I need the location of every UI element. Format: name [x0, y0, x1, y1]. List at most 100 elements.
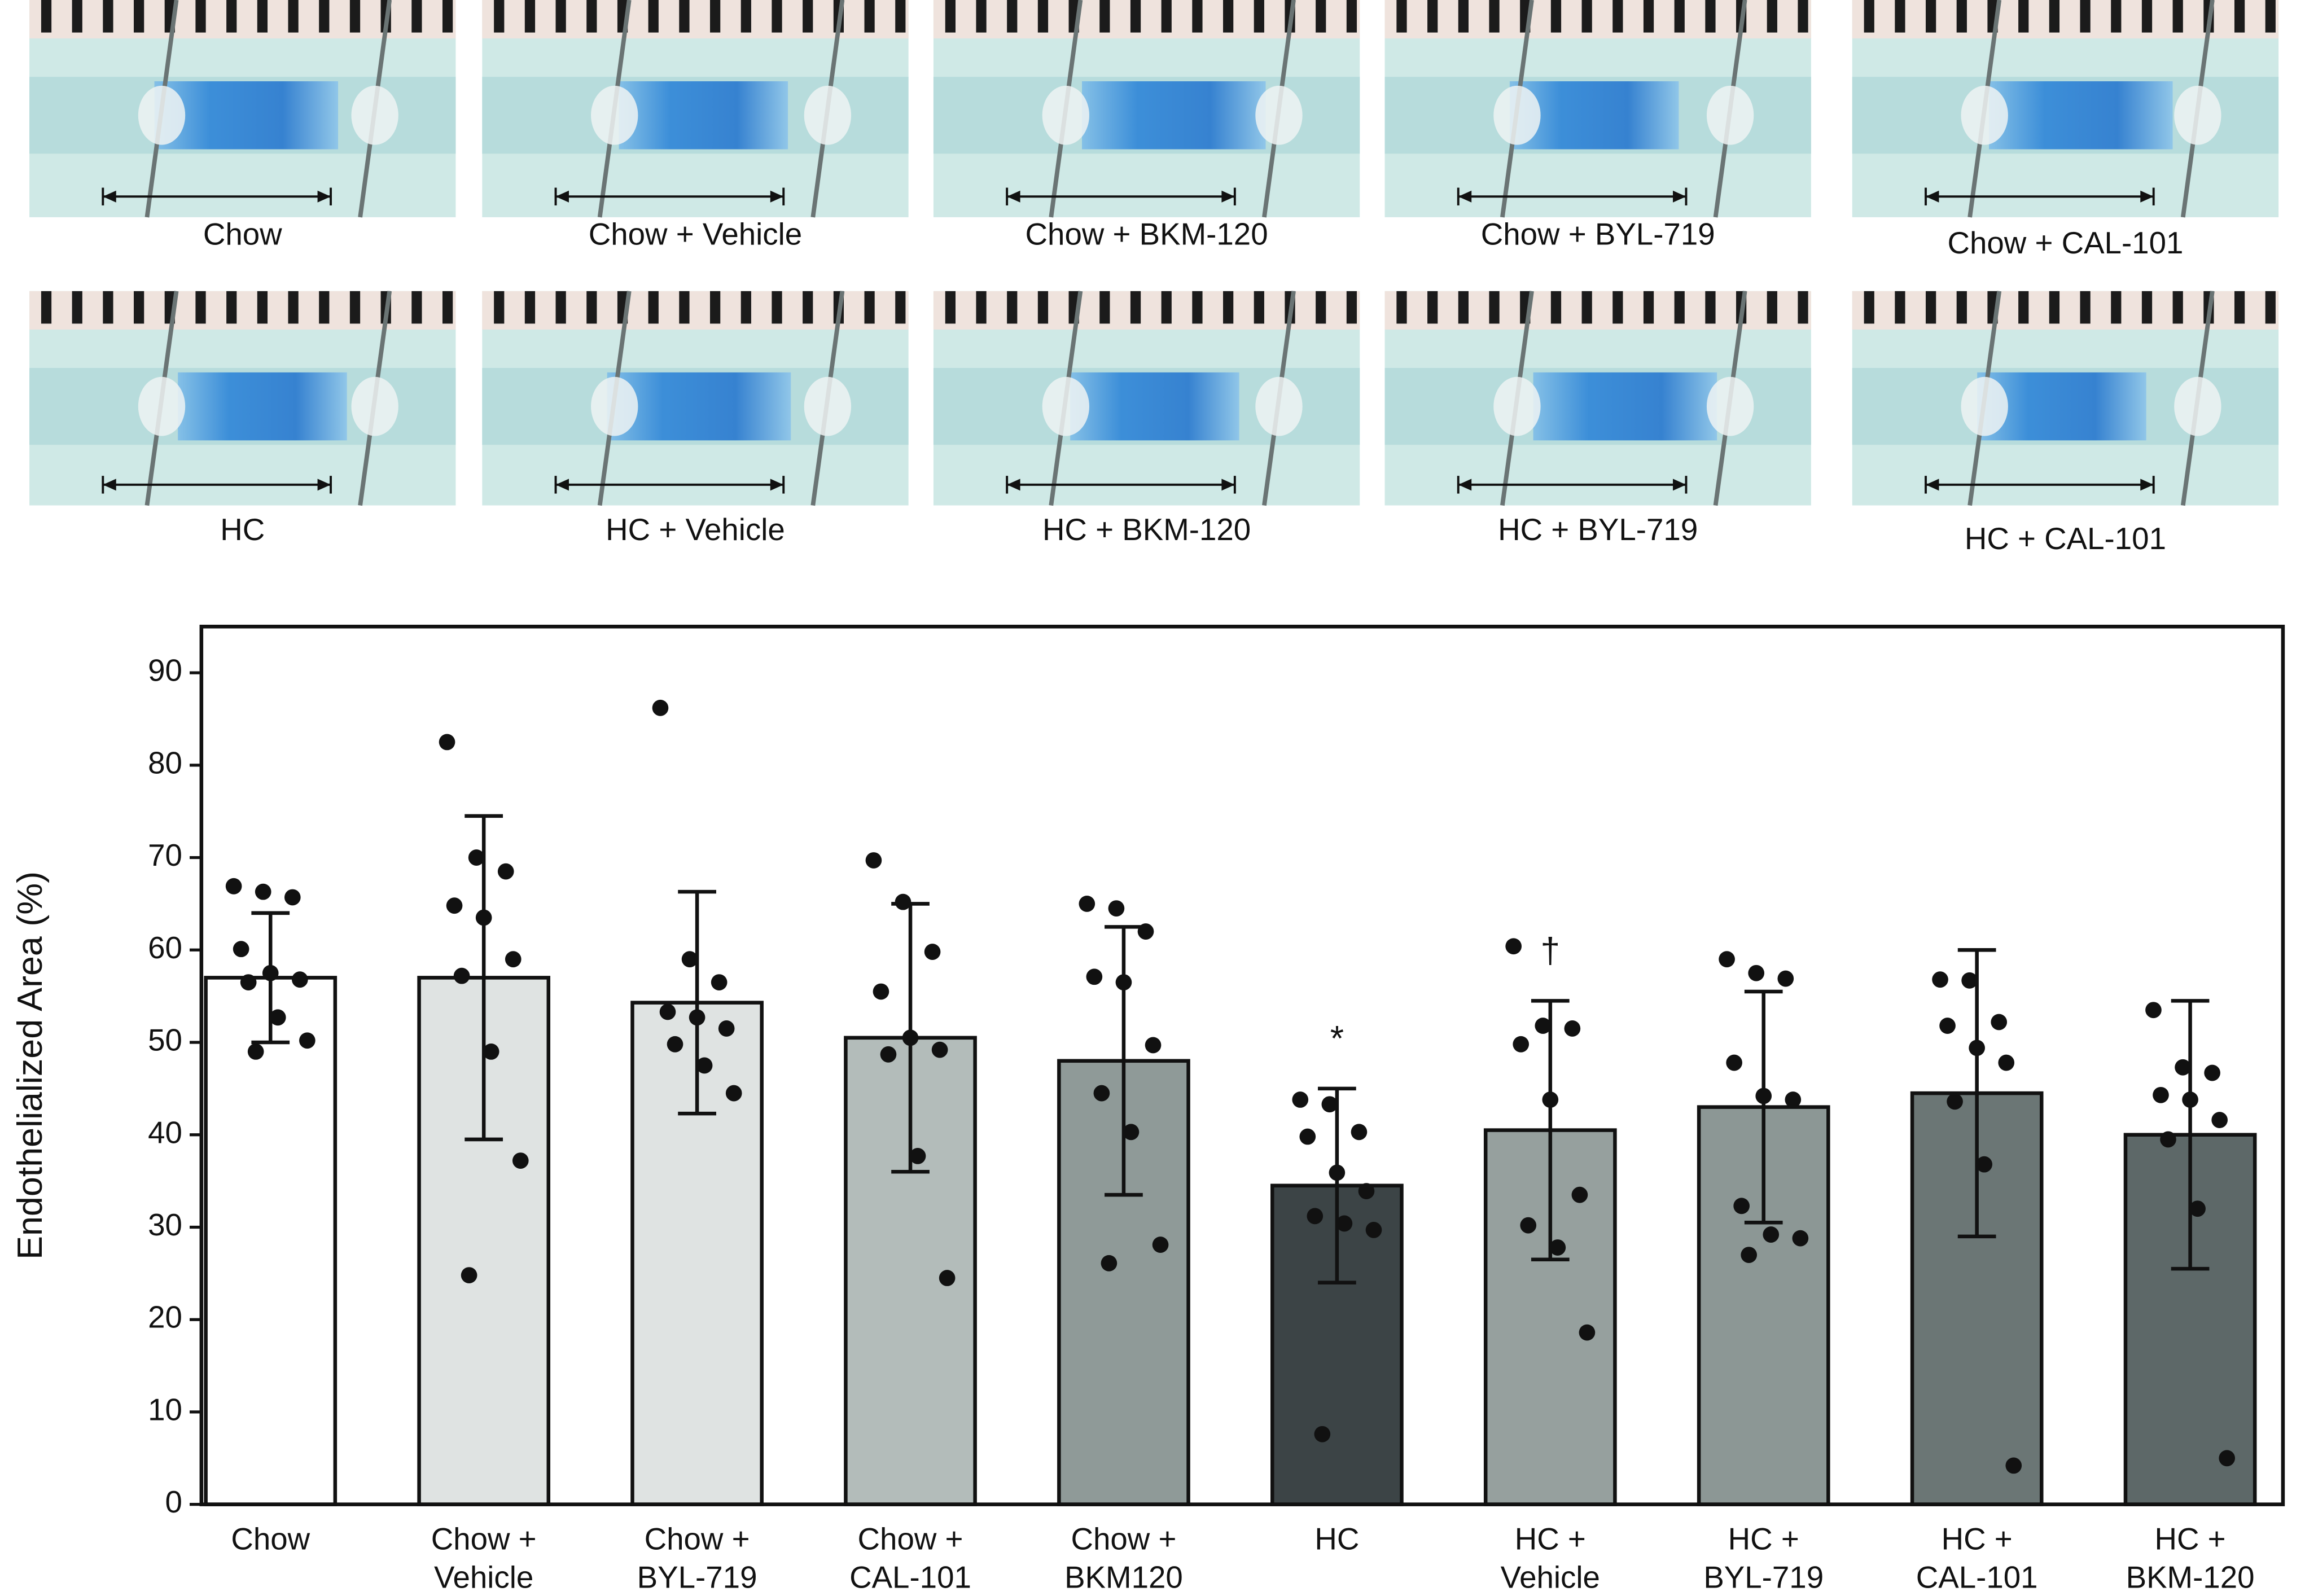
suture	[1706, 85, 1754, 145]
ruler-strip	[1852, 0, 2279, 39]
plot-frame	[199, 624, 2285, 1506]
data-point	[681, 951, 698, 968]
data-point	[1145, 1037, 1162, 1054]
ruler-tick	[195, 291, 206, 324]
ruler-tick	[1458, 0, 1469, 33]
data-point	[1321, 1096, 1338, 1113]
data-point	[512, 1152, 529, 1169]
x-tick-label: BYL-719	[637, 1560, 757, 1595]
data-point	[1101, 1255, 1118, 1271]
y-tick-label: 90	[148, 653, 182, 688]
data-point	[1733, 1198, 1750, 1214]
ruler-tick	[2111, 291, 2122, 324]
data-point	[1792, 1230, 1809, 1247]
x-tick-label: Chow +	[645, 1522, 750, 1556]
ruler-tick	[72, 291, 82, 324]
y-tick-label: 10	[148, 1392, 182, 1427]
ruler-tick	[103, 291, 113, 324]
data-point	[1741, 1247, 1758, 1263]
ruler-tick	[319, 0, 330, 33]
photo	[1852, 291, 2279, 506]
ruler-tick	[2049, 0, 2060, 33]
x-tick-label: CAL-101	[849, 1560, 971, 1595]
ruler-strip	[1852, 291, 2279, 330]
x-tick-label: BKM120	[1064, 1560, 1183, 1595]
data-point	[233, 941, 249, 958]
x-tick-label: Vehicle	[1501, 1560, 1600, 1595]
data-point	[1505, 938, 1522, 955]
ruler-tick	[2141, 291, 2153, 324]
data-point	[1991, 1014, 2008, 1031]
suture	[1961, 376, 2008, 436]
ruler-tick	[1316, 0, 1326, 33]
data-point	[652, 699, 669, 716]
ruler-tick	[1674, 291, 1685, 324]
data-point	[718, 1020, 735, 1037]
ruler-tick	[864, 291, 875, 324]
data-point	[1777, 970, 1794, 987]
suture	[1255, 376, 1303, 436]
data-point	[1079, 896, 1095, 912]
photo	[1384, 0, 1811, 218]
ruler-tick	[1223, 291, 1234, 324]
data-point	[1932, 971, 1948, 988]
ruler-tick	[1798, 291, 1808, 324]
photo-label: HC	[220, 512, 265, 547]
x-tick-label: Chow +	[1071, 1522, 1176, 1556]
ruler-tick	[1458, 291, 1469, 324]
data-point	[1307, 1208, 1324, 1225]
photo	[1384, 291, 1811, 506]
ruler-tick	[1427, 0, 1438, 33]
data-point	[461, 1267, 477, 1284]
x-tick-label: CAL-101	[1916, 1560, 2038, 1595]
data-point	[475, 909, 492, 926]
y-tick-label: 60	[148, 930, 182, 965]
data-point	[711, 974, 728, 990]
data-point	[902, 1029, 919, 1046]
ruler-tick	[226, 291, 237, 324]
data-point	[299, 1032, 315, 1049]
ruler-tick	[740, 0, 751, 33]
data-point	[725, 1085, 742, 1102]
x-tick-label: Chow +	[858, 1522, 963, 1556]
suture	[591, 376, 638, 436]
ruler-tick	[976, 291, 987, 324]
ruler-tick	[1037, 0, 1049, 33]
ruler-tick	[349, 291, 361, 324]
data-point	[439, 734, 455, 751]
ruler-tick	[1674, 0, 1685, 33]
data-point	[262, 964, 279, 981]
suture	[351, 85, 398, 145]
ruler-tick	[494, 0, 505, 33]
data-point	[1329, 1164, 1346, 1181]
ruler-tick	[864, 0, 875, 33]
ruler-tick	[1396, 0, 1407, 33]
ruler-strip	[1384, 0, 1811, 39]
ruler-tick	[1550, 291, 1562, 324]
data-point	[1726, 1054, 1742, 1071]
significance-mark: *	[1330, 1019, 1344, 1059]
ruler-tick	[803, 291, 813, 324]
data-point	[667, 1036, 683, 1053]
data-point	[1976, 1156, 1993, 1173]
data-point	[931, 1041, 948, 1058]
y-tick-label: 50	[148, 1022, 182, 1057]
ruler-tick	[1798, 0, 1808, 33]
ruler-tick	[1007, 0, 1018, 33]
data-point	[1755, 1088, 1772, 1104]
data-point	[1351, 1124, 1368, 1141]
photo-label: HC + BKM-120	[1042, 512, 1251, 547]
ruler-tick	[2080, 0, 2091, 33]
ruler-tick	[442, 291, 453, 324]
suture	[1042, 85, 1090, 145]
x-tick-label: Chow	[231, 1522, 310, 1556]
data-point	[2211, 1112, 2228, 1128]
photo-label: HC + BYL-719	[1498, 512, 1698, 547]
ruler-tick	[1161, 291, 1172, 324]
data-point	[1719, 951, 1735, 968]
ruler-tick	[1254, 0, 1264, 33]
suture	[1255, 85, 1303, 145]
ruler-tick	[72, 0, 82, 33]
ruler-tick	[411, 291, 422, 324]
